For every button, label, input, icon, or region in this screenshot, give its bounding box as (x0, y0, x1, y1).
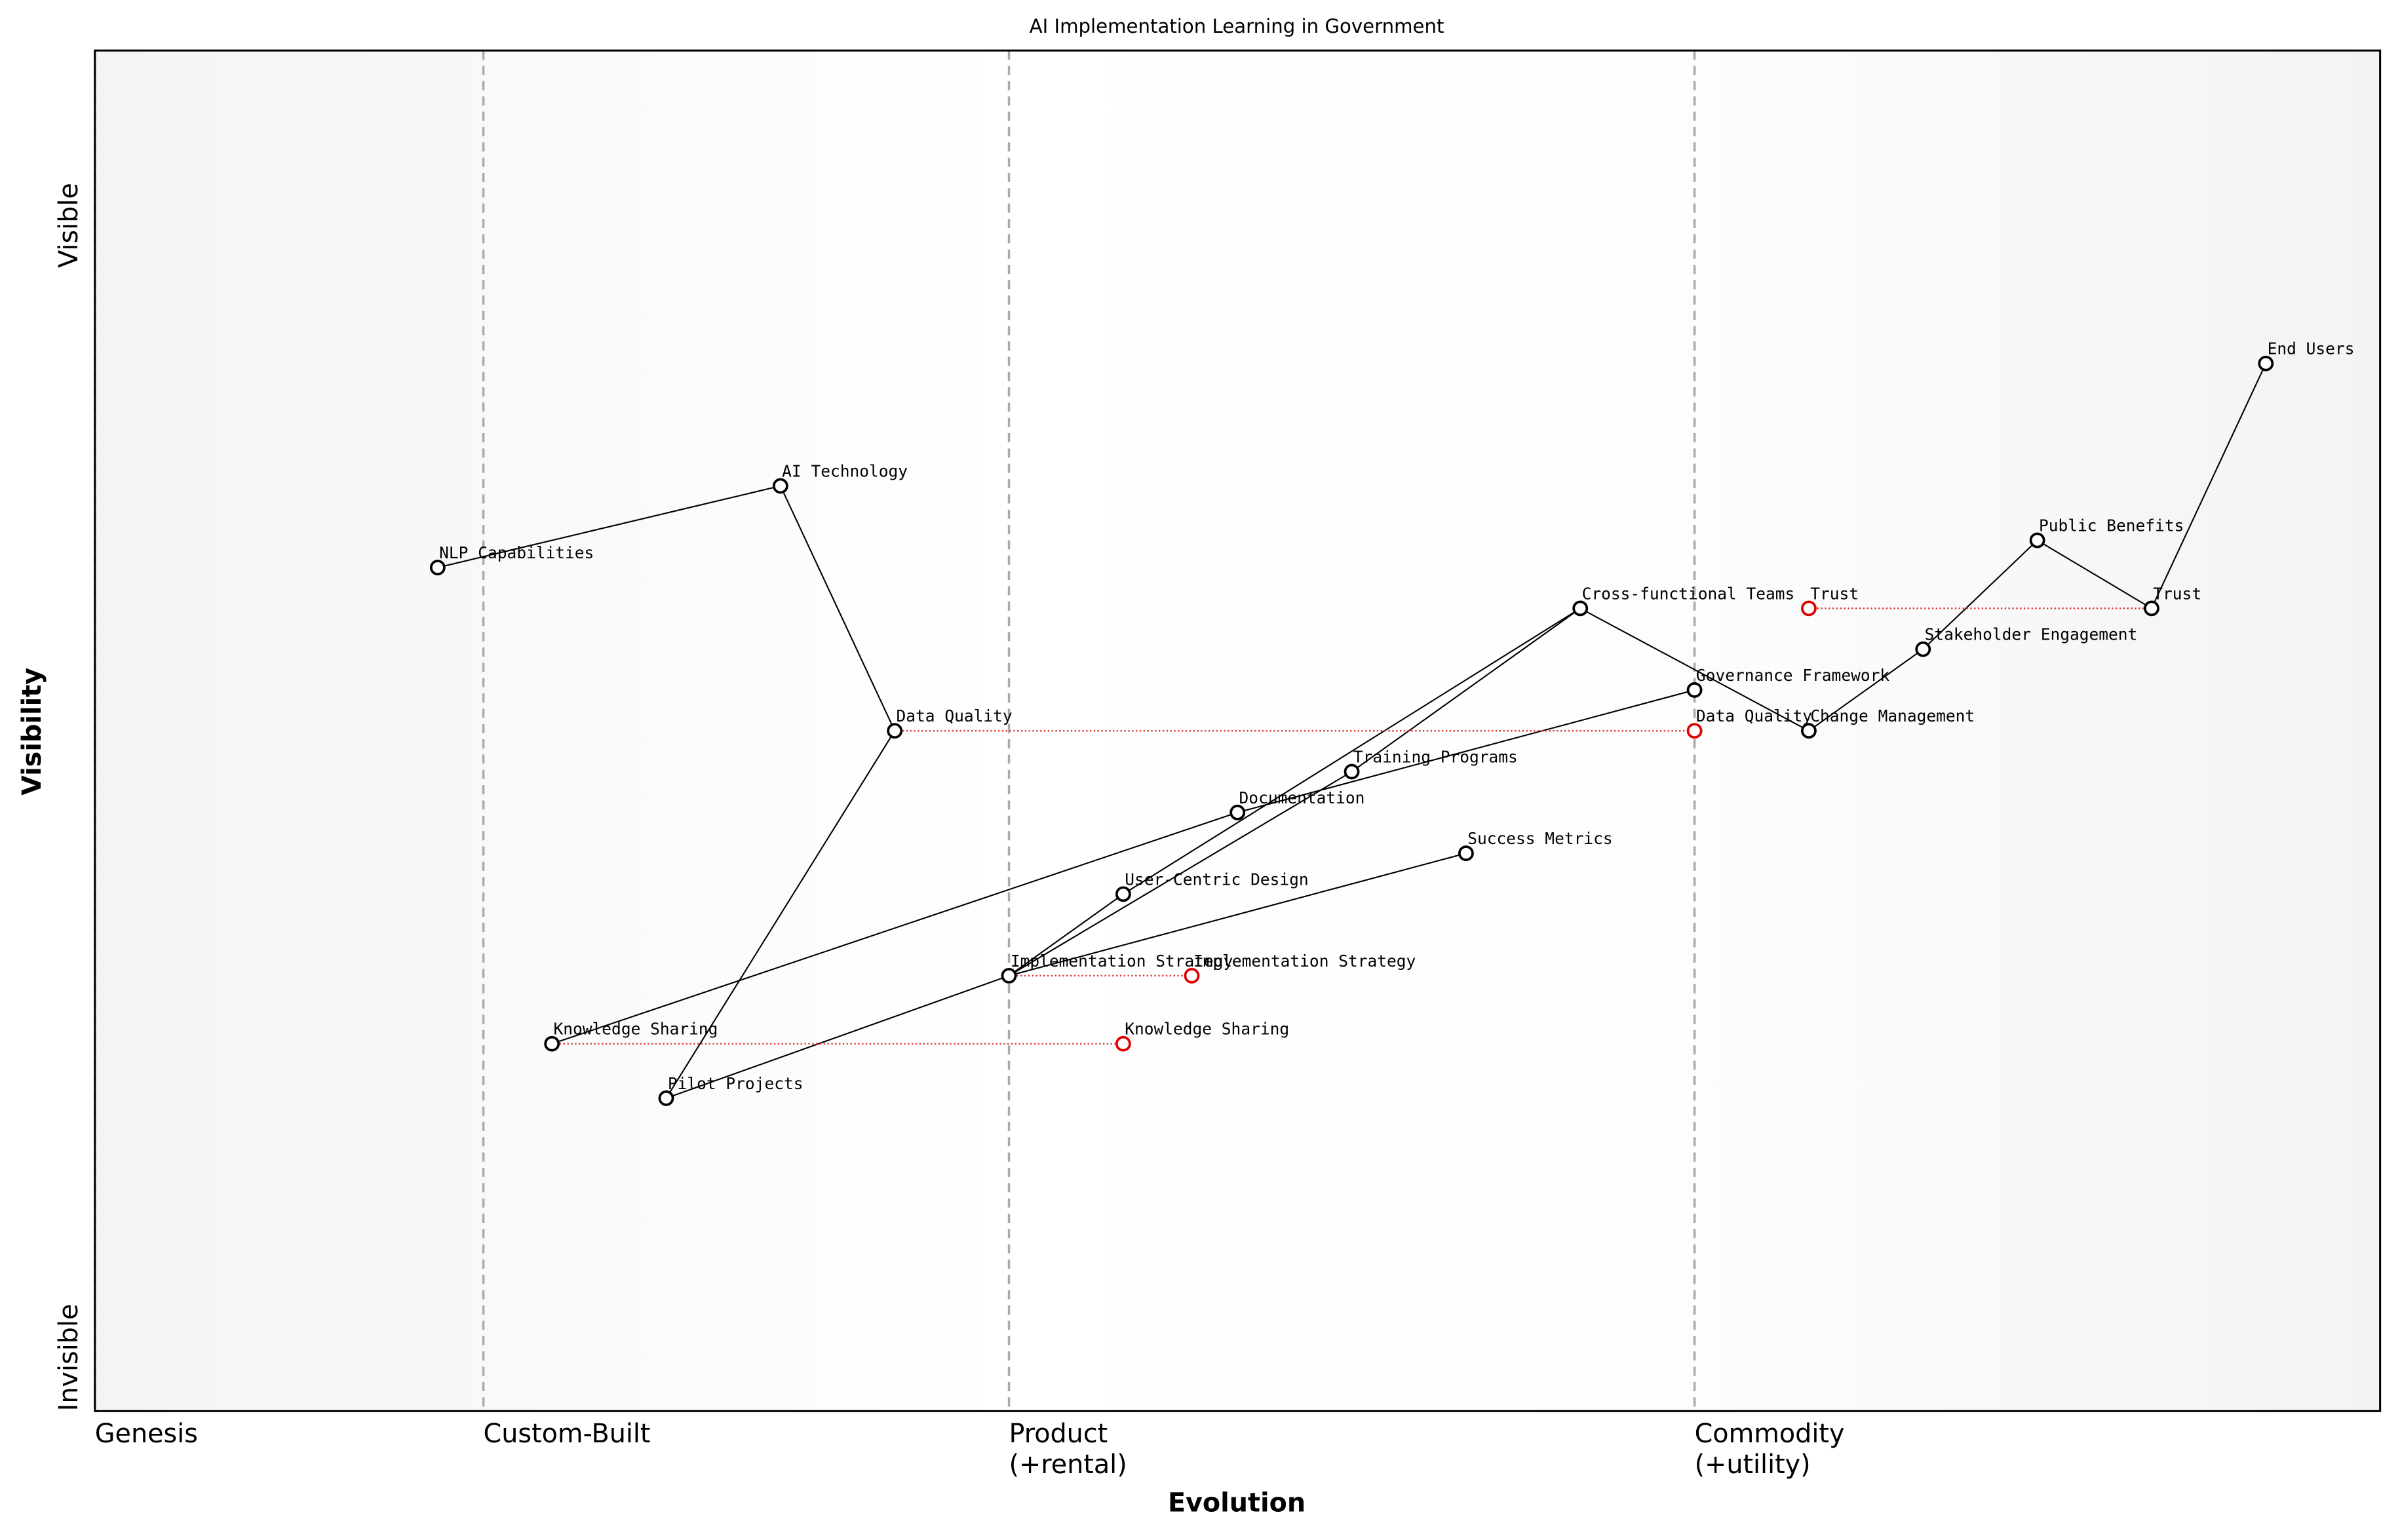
x-tick-label: Commodity (1695, 1419, 1845, 1449)
component (2144, 600, 2159, 617)
link (1008, 893, 1124, 976)
x-axis-label: Evolution (1168, 1488, 1306, 1518)
y-axis-label: Visibility (17, 668, 47, 796)
link (1579, 607, 1810, 732)
component-label: Stakeholder Engagement (1925, 625, 2138, 644)
link (1922, 539, 2038, 650)
evolution-label: Data Quality (1696, 706, 1812, 725)
evolution-label: Implementation Strategy (1193, 952, 1416, 971)
link (779, 486, 896, 731)
component (887, 723, 903, 739)
evolution-point (1115, 1035, 1131, 1052)
component (658, 1090, 674, 1106)
component (1686, 682, 1703, 698)
evolution-point (1801, 600, 1817, 617)
link (1123, 607, 1581, 895)
link (1808, 648, 1924, 732)
component (429, 560, 446, 575)
component-label: Implementation Strategy (1011, 952, 1233, 971)
x-tick-label: Product (1009, 1419, 1108, 1449)
component-label: Trust (2153, 584, 2201, 603)
visibility-label: Visible (54, 183, 84, 268)
component (1344, 763, 1360, 780)
link (1008, 771, 1353, 976)
link (1237, 689, 1695, 813)
component-label: Success Metrics (1467, 829, 1612, 848)
link (666, 974, 1009, 1099)
component (544, 1035, 560, 1052)
chart-title: AI Implementation Learning in Government (1030, 15, 1444, 37)
link (2037, 539, 2152, 609)
evolution-point (1184, 968, 1200, 984)
component-label: Change Management (1810, 706, 1975, 725)
link (2151, 363, 2267, 609)
component-label: Knowledge Sharing (554, 1020, 718, 1039)
link (1009, 853, 1467, 976)
link (551, 811, 1238, 1045)
plot-background (94, 50, 2380, 1412)
component-label: NLP Capabilities (439, 543, 594, 562)
component-label: Governance Framework (1696, 666, 1889, 685)
link (1351, 607, 1581, 773)
plot-frame (94, 49, 2382, 1412)
evolution-point (1686, 723, 1703, 739)
evolution-label: Trust (1810, 584, 1859, 603)
component (1115, 886, 1131, 902)
visibility-label: Invisible (54, 1304, 84, 1412)
x-tick-label: (+utility) (1695, 1450, 1811, 1480)
component (1001, 968, 1017, 984)
component-label: Training Programs (1353, 747, 1518, 766)
component (772, 478, 788, 494)
component-label: Pilot Projects (668, 1074, 803, 1093)
component (1458, 845, 1474, 861)
component-label: Data Quality (897, 706, 1013, 725)
component-label: Public Benefits (2039, 516, 2184, 535)
component-label: AI Technology (782, 461, 908, 480)
component (1915, 641, 1931, 657)
component-label: User-Centric Design (1125, 870, 1308, 889)
component (2029, 532, 2045, 549)
component (2258, 355, 2274, 372)
component (1801, 723, 1817, 739)
component (1572, 600, 1589, 617)
x-tick-label: Genesis (95, 1419, 198, 1449)
link (665, 730, 896, 1099)
component-label: Documentation (1239, 788, 1365, 807)
x-tick-label: Custom-Built (484, 1419, 651, 1449)
component-label: Cross-functional Teams (1582, 584, 1795, 603)
x-tick-label: (+rental) (1009, 1450, 1127, 1480)
component (1229, 804, 1246, 820)
evolution-label: Knowledge Sharing (1125, 1020, 1289, 1039)
link (437, 485, 781, 569)
component-label: End Users (2268, 339, 2355, 358)
